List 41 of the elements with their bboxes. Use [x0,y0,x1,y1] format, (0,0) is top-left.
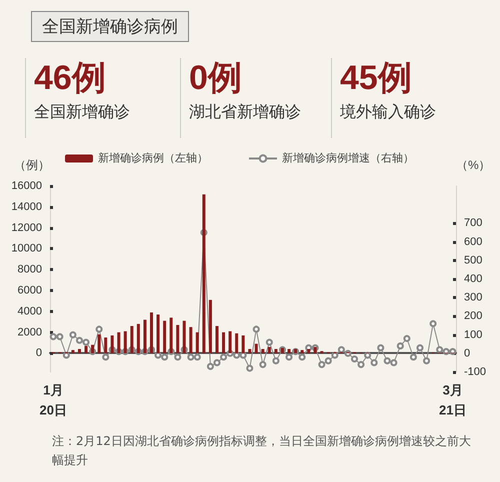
bar [300,350,304,354]
y-tick-label: 14000 [11,200,42,213]
x-tick-label: 1月 20日 [40,382,68,418]
y2-tick-label: 0 [464,347,470,360]
text: 注：2月12日因湖北省确诊病例指标调整，当日全国新增确诊病例增速较之前大幅提升 [52,433,472,469]
y-tick-label: 16000 [11,180,42,192]
bar [261,349,264,354]
bar [274,349,278,354]
y2-tick-label: 100 [464,328,482,341]
x-tick-label: 3月 21日 [438,382,466,418]
y2-tick-label: 400 [464,273,482,285]
y-tick-label: 4000 [18,305,42,318]
legend-label: 新增确诊病例（左轴） [98,152,208,164]
y-tick-label: 10000 [11,242,42,255]
text: 全国新增确诊 [34,102,130,123]
y2-tick-label: 500 [464,254,482,266]
y2-tick-label: 700 [464,217,482,230]
y2-tick-label: 600 [464,236,482,248]
y-tick-label: 0 [36,347,42,360]
text: 湖北省新增确诊 [189,102,301,123]
y-tick-label: 12000 [11,222,42,234]
y2-tick-label: -100 [464,366,486,378]
y2-tick-label: 300 [464,292,482,304]
chart-title: 全国新增确诊病例 [31,11,189,42]
y-axis-title: （例） [14,158,50,172]
bar [71,350,74,354]
text: 46例 [34,58,107,98]
y-tick-label: 6000 [18,284,42,296]
text: 境外输入确诊 [340,102,436,123]
bar [78,349,81,354]
y2-axis-title: （%） [456,158,491,172]
bar [215,326,218,354]
text: 45例 [340,58,413,98]
y2-tick-label: 200 [464,310,482,322]
bar [208,300,212,354]
text: 0例 [189,58,243,98]
bar [254,344,258,354]
y-tick-label: 8000 [18,264,42,276]
bar [248,349,252,354]
y-tick-label: 2000 [18,326,42,338]
legend-label: 新增确诊病例增速（右轴） [282,152,414,164]
